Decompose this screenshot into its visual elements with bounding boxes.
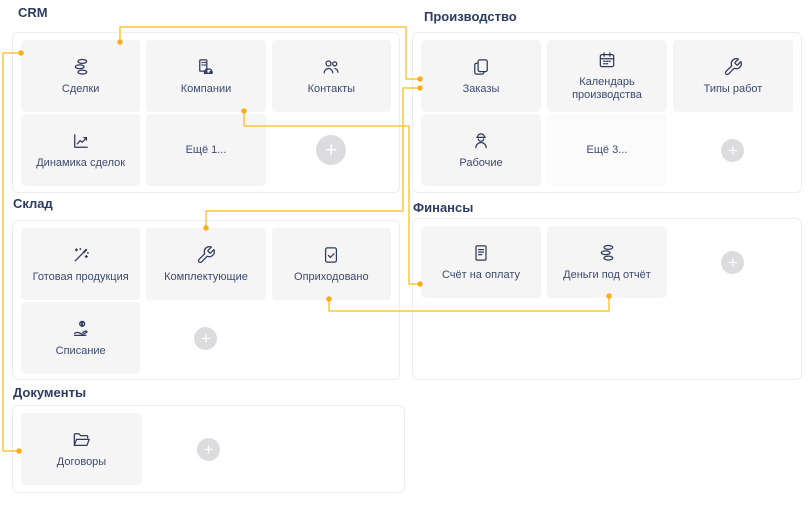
- hand-coin-icon: [73, 320, 88, 336]
- add-widget-button[interactable]: +: [196, 437, 220, 461]
- tile-contracts[interactable]: Договоры: [21, 413, 142, 485]
- wrench-icon: [197, 245, 215, 263]
- plus-icon: +: [201, 328, 211, 348]
- tile-write-off[interactable]: Списание: [21, 302, 141, 374]
- plus-icon: +: [325, 138, 338, 162]
- empty-cell: [272, 302, 391, 374]
- group-box-production: Заказы Календарь производства Типы работ…: [412, 32, 802, 193]
- add-widget-cell-warehouse: +: [146, 302, 265, 374]
- tile-label: Контакты: [307, 82, 356, 95]
- coins-icon: [600, 244, 614, 261]
- group-title-production: Производство: [424, 9, 517, 24]
- add-widget-cell-documents: +: [148, 413, 269, 485]
- tile-label: Календарь производства: [572, 76, 642, 101]
- group-box-finance: Счёт на оплату Деньги под отчёт +: [412, 218, 802, 380]
- empty-cell: [275, 413, 396, 485]
- tile-label: Ещё 1...: [185, 143, 227, 156]
- tile-label: Оприходовано: [294, 270, 369, 283]
- plus-icon: +: [727, 252, 738, 272]
- add-widget-button[interactable]: +: [316, 135, 347, 165]
- tile-deals[interactable]: Сделки: [21, 40, 141, 112]
- tile-deal-dynamics[interactable]: Динамика сделок: [21, 114, 141, 186]
- add-widget-button[interactable]: +: [194, 326, 218, 350]
- group-title-finance: Финансы: [413, 200, 474, 215]
- tile-payment-invoice[interactable]: Счёт на оплату: [421, 226, 541, 298]
- tile-production-calendar[interactable]: Календарь производства: [546, 40, 667, 112]
- tile-contacts[interactable]: Контакты: [271, 40, 391, 112]
- plus-icon: +: [203, 439, 214, 459]
- tile-workers[interactable]: Рабочие: [421, 114, 541, 186]
- group-box-warehouse: Готовая продукция Комплектующие Оприходо…: [12, 220, 400, 380]
- tile-label: Типы работ: [703, 82, 763, 95]
- wrench-icon: [724, 57, 742, 75]
- copy-icon: [474, 58, 488, 75]
- tile-label: Динамика сделок: [36, 156, 126, 169]
- contacts-icon: [323, 59, 339, 73]
- tile-label: Рабочие: [459, 156, 503, 169]
- company-car-icon: [199, 58, 213, 74]
- add-widget-cell-crm: +: [272, 114, 391, 186]
- tile-label: Деньги под отчёт: [563, 268, 651, 281]
- invoice-icon: [475, 244, 487, 261]
- group-title-warehouse: Склад: [13, 196, 53, 211]
- folder-open-icon: [74, 432, 91, 446]
- tile-more-crm[interactable]: Ещё 1...: [146, 114, 266, 186]
- tile-label: Списание: [55, 344, 106, 357]
- add-widget-cell-finance: +: [673, 226, 793, 298]
- tile-orders[interactable]: Заказы: [421, 40, 541, 112]
- document-check-icon: [325, 246, 338, 263]
- tile-label: Заказы: [462, 82, 500, 95]
- tile-finished-products[interactable]: Готовая продукция: [21, 228, 141, 300]
- group-box-documents: Договоры +: [12, 405, 405, 493]
- tile-label: Счёт на оплату: [441, 268, 521, 281]
- add-widget-cell-production: +: [673, 114, 793, 186]
- group-title-crm: CRM: [18, 5, 48, 20]
- worker-icon: [475, 132, 487, 148]
- tile-label: Комплектующие: [164, 270, 248, 283]
- group-title-documents: Документы: [13, 385, 87, 400]
- tile-label: Готовая продукция: [32, 270, 129, 283]
- add-widget-button[interactable]: +: [721, 250, 745, 274]
- group-box-crm: Сделки Компании Контакты Динамика сделок…: [12, 32, 400, 193]
- tile-label: Договоры: [56, 455, 107, 468]
- tile-label: Компании: [180, 82, 232, 95]
- tile-more-production[interactable]: Ещё 3...: [546, 114, 667, 186]
- tile-components[interactable]: Комплектующие: [146, 228, 266, 300]
- magic-wand-icon: [73, 247, 89, 262]
- tile-work-types[interactable]: Типы работ: [672, 40, 793, 112]
- coins-icon: [74, 58, 87, 75]
- tile-label: Сделки: [61, 82, 100, 95]
- line-chart-icon: [73, 133, 88, 148]
- tile-received[interactable]: Оприходовано: [271, 228, 391, 300]
- tile-money-on-account[interactable]: Деньги под отчёт: [546, 226, 667, 298]
- plus-icon: +: [727, 140, 738, 160]
- tile-label: Ещё 3...: [586, 143, 628, 156]
- add-widget-button[interactable]: +: [721, 138, 745, 162]
- calendar-icon: [599, 52, 615, 68]
- tile-companies[interactable]: Компании: [146, 40, 266, 112]
